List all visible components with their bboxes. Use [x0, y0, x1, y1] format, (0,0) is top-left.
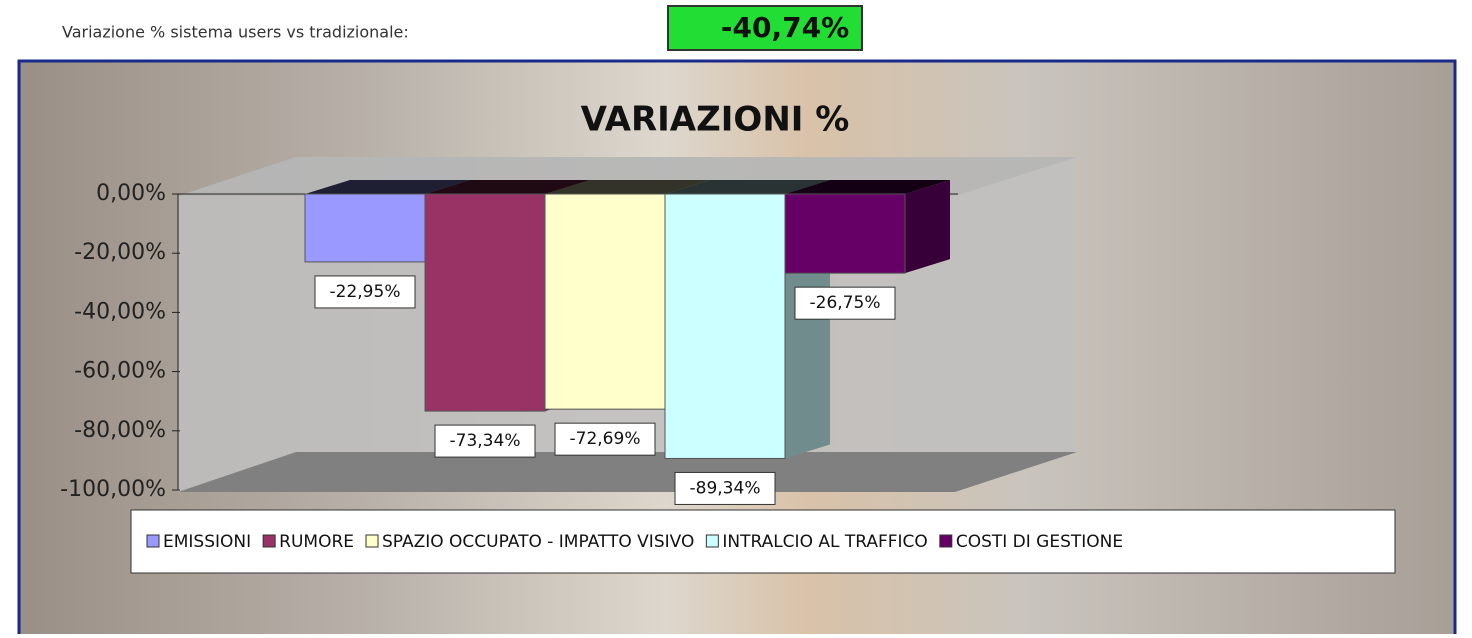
legend-swatch [940, 535, 952, 547]
legend-label: COSTI DI GESTIONE [956, 532, 1123, 552]
bar [305, 194, 425, 262]
bar [545, 194, 665, 409]
legend-swatch [263, 535, 275, 547]
header-value: -40,74% [721, 11, 849, 44]
bar [785, 194, 905, 273]
bar [425, 194, 545, 411]
y-tick-label: 0,00% [96, 181, 166, 206]
y-tick-label: -100,00% [60, 477, 166, 502]
header-label: Variazione % sistema users vs tradiziona… [62, 23, 409, 42]
legend-swatch [366, 535, 378, 547]
y-tick-label: -40,00% [74, 299, 166, 324]
legend-swatch [147, 535, 159, 547]
legend-label: INTRALCIO AL TRAFFICO [722, 532, 927, 552]
y-tick-label: -60,00% [74, 359, 166, 384]
bar [665, 194, 785, 458]
y-tick-label: -20,00% [74, 240, 166, 265]
legend-label: EMISSIONI [163, 532, 251, 552]
data-label: -22,95% [330, 282, 401, 302]
legend-label: SPAZIO OCCUPATO - IMPATTO VISIVO [382, 532, 694, 552]
chart-title: VARIAZIONI % [581, 100, 850, 140]
y-tick-label: -80,00% [74, 418, 166, 443]
plot-floor [178, 452, 1077, 492]
data-label: -72,69% [570, 429, 641, 449]
data-label: -89,34% [690, 478, 761, 498]
legend-swatch [706, 535, 718, 547]
data-label: -73,34% [450, 431, 521, 451]
screen: Variazione % sistema users vs tradiziona… [0, 0, 1472, 634]
bar-side [905, 180, 950, 273]
data-label: -26,75% [810, 293, 881, 313]
legend-label: RUMORE [279, 532, 354, 552]
